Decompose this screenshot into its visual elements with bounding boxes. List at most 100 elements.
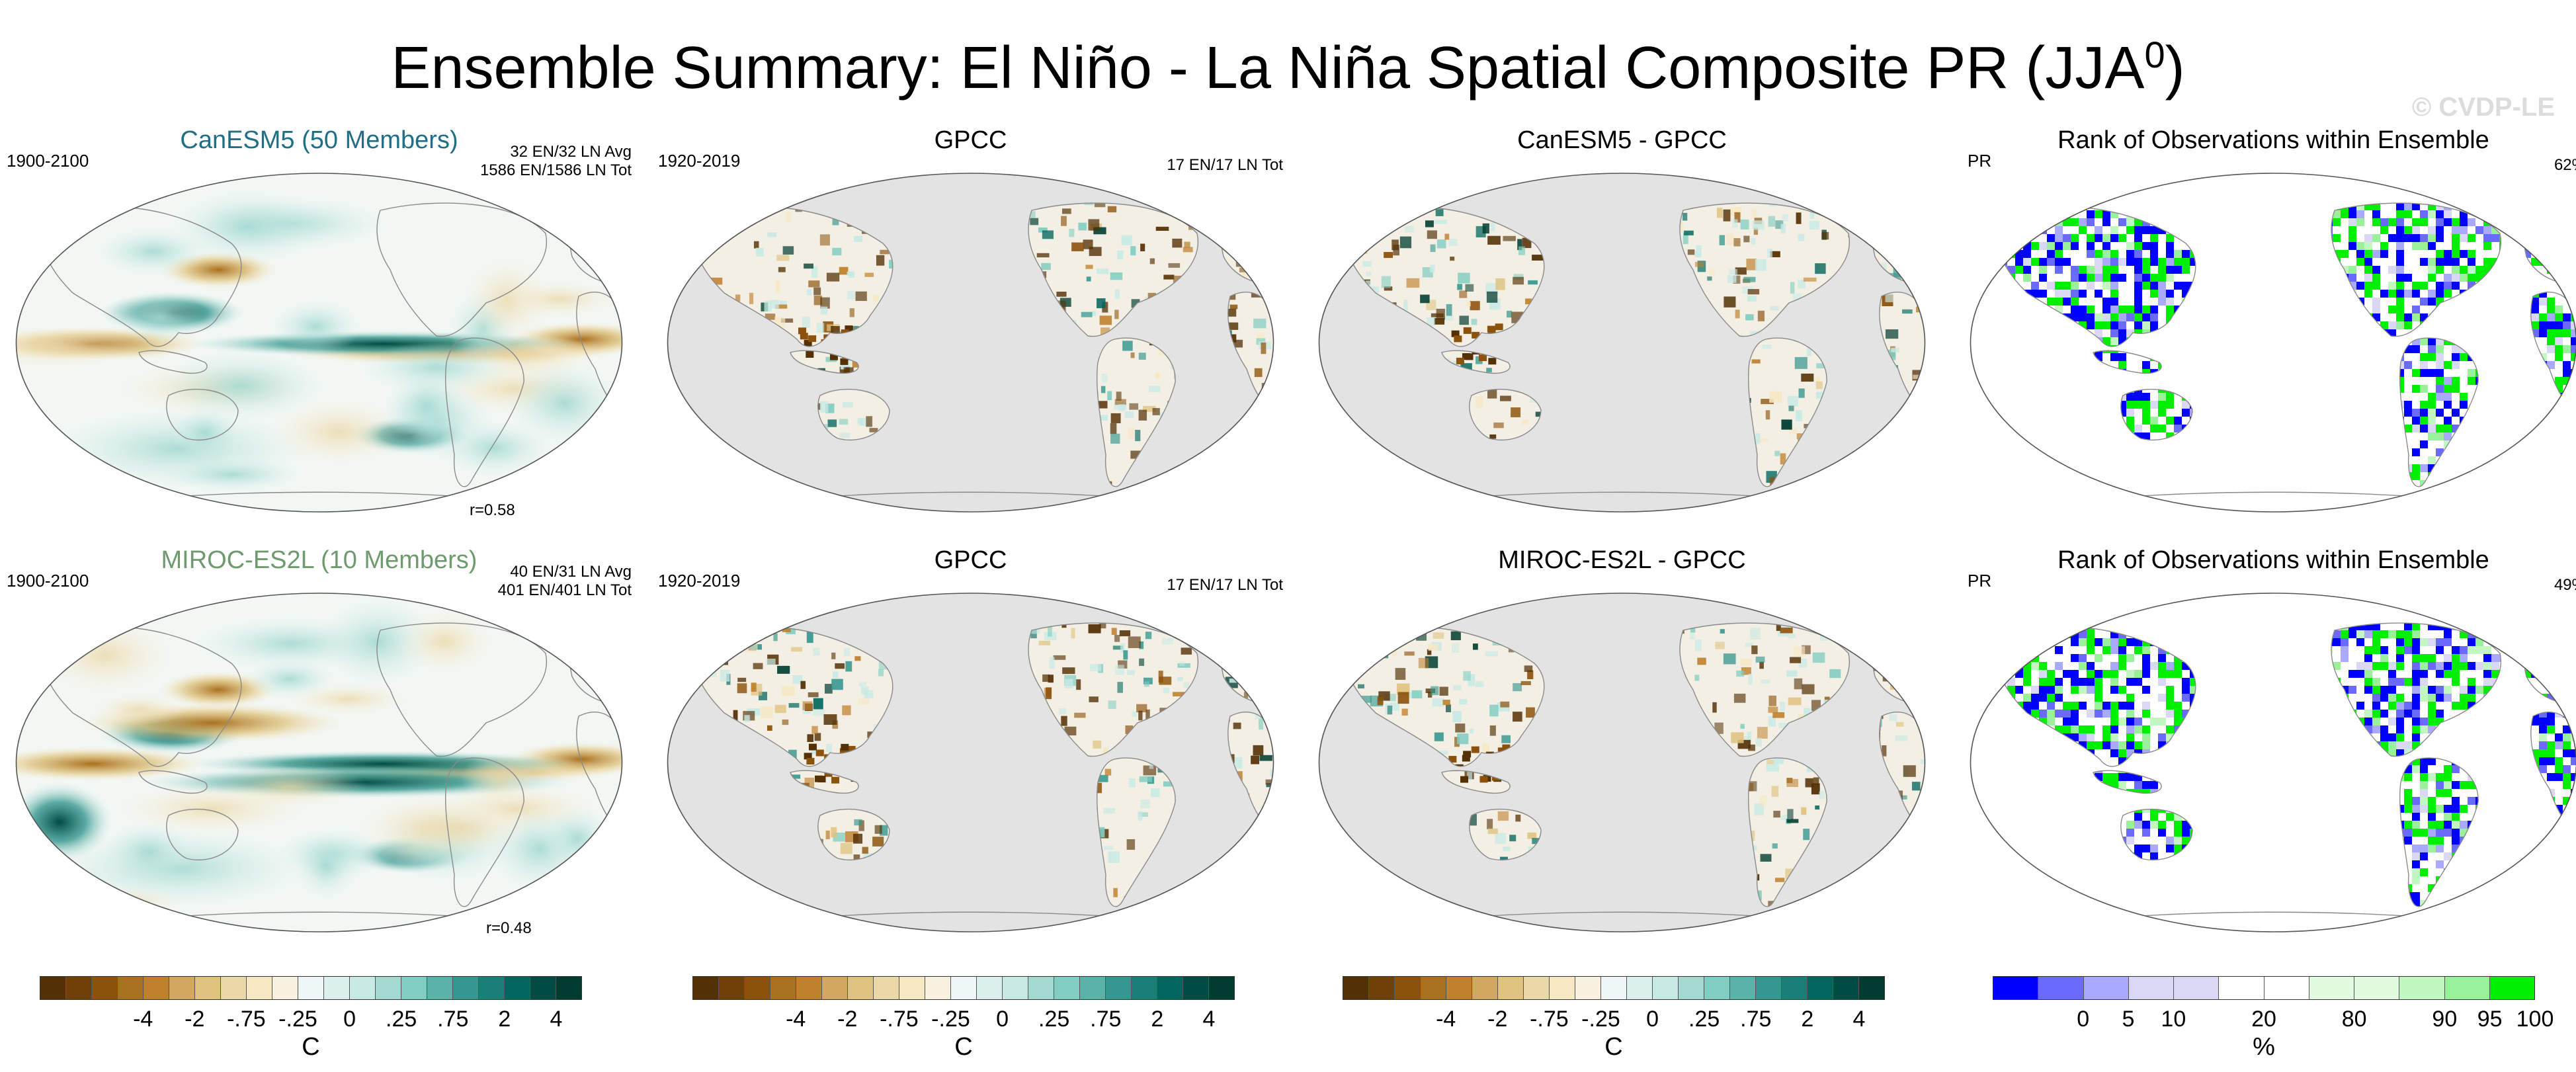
rank-cell [1975,472,1983,480]
rank-cell [2364,266,2372,274]
anomaly-cell [1267,605,1274,614]
anomaly-cell [1427,692,1433,698]
rank-cell [2063,512,2071,515]
rank-cell [2174,266,2182,274]
anomaly-field [395,608,495,675]
anomaly-cell [710,440,722,448]
rank-cell [2468,258,2475,266]
anomaly-cell [808,335,817,343]
anomaly-cell [1903,210,1915,215]
rank-cell [2571,345,2576,353]
anomaly-cell [1128,427,1135,439]
anomaly-cell [1790,282,1795,294]
anomaly-cell [1497,811,1509,821]
anomaly-cell [705,633,712,644]
anomaly-cell [1326,249,1337,260]
panel-title: CanESM5 - GPCC [1517,126,1727,154]
anomaly-cell [718,609,723,616]
rank-cell [2483,202,2491,210]
rank-cell [2428,409,2436,417]
rank-cell [1975,186,1983,194]
anomaly-cell [1351,210,1360,220]
anomaly-cell [1780,224,1786,233]
rank-cell [2412,218,2420,226]
rank-cell [2356,218,2364,226]
rank-cell [2158,393,2166,401]
anomaly-cell [735,294,741,302]
rank-cell [2444,401,2452,409]
anomaly-cell [713,460,722,473]
rank-cell [2071,234,2079,242]
rank-cell [2110,234,2118,242]
rank-cell [2166,290,2174,298]
anomaly-cell [1381,276,1391,288]
rank-cell [2452,171,2460,179]
rank-cell [2102,258,2110,266]
anomaly-cell [751,484,763,487]
rank-cell [2523,234,2531,242]
anomaly-cell [1839,474,1847,485]
anomaly-cell [1149,386,1161,392]
rank-cell [2158,298,2166,306]
rank-cell [2452,512,2460,515]
anomaly-cell [817,493,830,497]
rank-cell [2118,258,2126,266]
rank-cell [2087,210,2095,218]
anomaly-cell [1743,235,1750,243]
rank-cell [2547,171,2555,179]
anomaly-cell [1489,704,1499,717]
anomaly-cell [1742,736,1751,741]
anomaly-cell [1273,503,1276,511]
rank-cell [2404,202,2412,210]
rank-cell [2190,171,2198,179]
anomaly-cell [1191,925,1197,930]
rank-cell [1999,250,2007,258]
anomaly-cell [1450,631,1461,641]
rank-cell [2134,313,2142,321]
rank-cell [2007,226,2015,234]
anomaly-cell [1143,681,1150,687]
anomaly-cell [1104,768,1112,776]
rank-cell [2150,512,2158,515]
rank-cell [2468,369,2475,377]
rank-cell [2095,250,2102,258]
anomaly-cell [840,358,849,365]
anomaly-cell [825,830,830,839]
panel-title: GPCC [934,126,1007,154]
rank-cell [2428,266,2436,274]
watermark: © CVDP-LE [2411,93,2555,122]
rank-cell [2047,171,2055,179]
rank-cell [2055,298,2063,306]
rank-cell [2491,488,2499,496]
rank-cell [2571,234,2576,242]
anomaly-cell [1390,702,1399,711]
anomaly-cell [673,894,681,901]
anomaly-cell [665,647,673,656]
anomaly-cell [1140,800,1150,809]
anomaly-cell [1467,770,1472,780]
anomaly-cell [764,621,778,627]
rank-cell [2555,440,2563,448]
anomaly-cell [1350,895,1362,903]
rank-cell [2547,266,2555,274]
anomaly-cell [1895,605,1905,608]
anomaly-cell [1349,185,1356,192]
rank-cell [1998,464,1999,472]
anomaly-cell [819,234,830,246]
rank-cell [2420,353,2428,361]
anomaly-cell [1725,233,1734,245]
rank-cell [2039,266,2047,274]
anomaly-field [460,752,538,804]
anomaly-cell [1761,509,1769,515]
anomaly-cell [702,500,706,509]
anomaly-cell [1468,512,1477,515]
rank-cell [2499,472,2507,480]
rank-cell [1983,417,1991,425]
anomaly-cell [1794,678,1803,690]
anomaly-cell [712,458,720,463]
anomaly-cell [710,858,722,870]
rank-cell [2047,242,2055,250]
rank-cell [2563,226,2571,234]
anomaly-cell [1270,177,1274,183]
rank-cell [2460,266,2468,274]
